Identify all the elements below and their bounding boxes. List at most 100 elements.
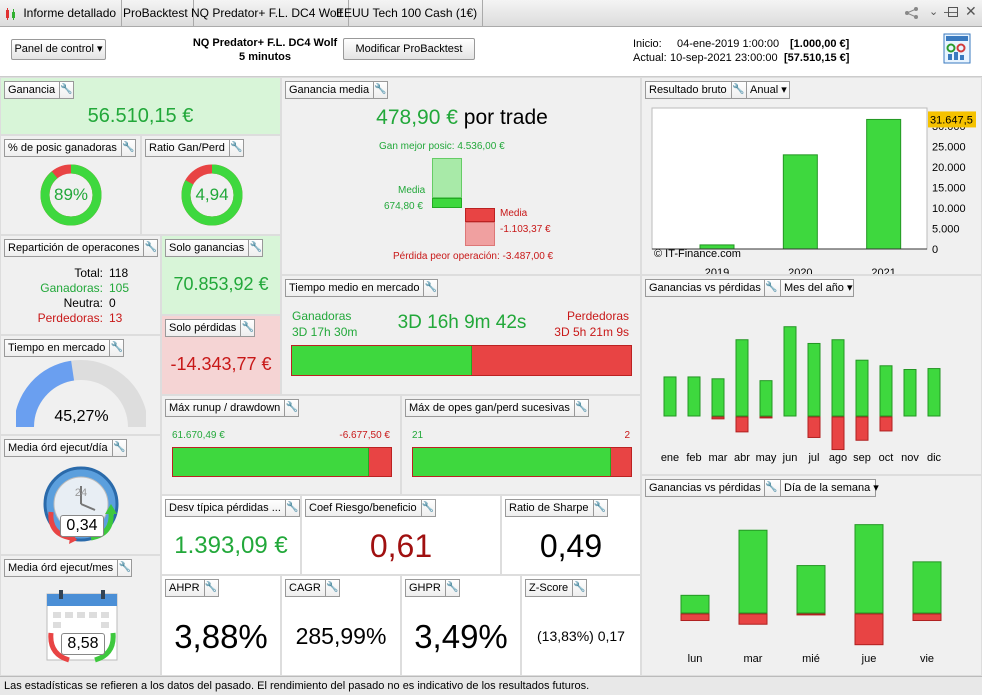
y-tick-label: 15.000 <box>932 183 966 195</box>
cagr-title[interactable]: CAGR 🔧 <box>285 579 340 597</box>
meses-dropdown[interactable]: Mes del año ▾ <box>780 280 856 296</box>
ganancia-value: 56.510,15 € <box>87 105 194 127</box>
gain-bar <box>663 376 677 417</box>
wrench-icon[interactable]: 🔧 <box>59 82 73 98</box>
win-pct-donut <box>40 164 102 226</box>
tab-instrument[interactable]: EEUU Tech 100 Cash (1€) <box>331 0 484 27</box>
wrench-icon[interactable]: 🔧 <box>120 140 135 156</box>
wrench-icon[interactable]: 🔧 <box>573 400 588 416</box>
modify-probacktest-button[interactable]: Modificar ProBacktest <box>343 38 475 60</box>
opes-bar <box>412 447 632 477</box>
pct-ganadoras-panel: % de posic ganadoras 🔧 89% <box>0 135 141 235</box>
loss-label: Perdedoras: <box>37 311 103 325</box>
meses-chart: ene feb mar abr may jun jul ago sep oct nov dic <box>661 326 942 464</box>
wrench-icon[interactable]: 🔧 <box>117 560 131 576</box>
media-mes-panel: Media órd ejecut/mes 🔧 8,58 <box>0 555 161 676</box>
wrench-icon[interactable]: 🔧 <box>420 500 435 516</box>
media-g-value: 674,80 € <box>384 201 423 212</box>
title-label: Ratio de Sharpe <box>509 502 589 514</box>
loss-bar <box>879 416 893 432</box>
loss-bar <box>831 416 845 451</box>
wrench-icon[interactable]: 🔧 <box>731 82 745 98</box>
tiempo-medio-panel: Tiempo medio en mercado 🔧 Ganadoras 3D 17… <box>281 275 641 395</box>
loss-bar <box>854 613 884 646</box>
runup-bar <box>172 447 392 477</box>
wrench-icon[interactable]: 🔧 <box>109 340 123 356</box>
wrench-icon[interactable]: 🔧 <box>228 140 243 156</box>
dropdown-label: Mes del año <box>784 282 844 294</box>
chevron-down-icon[interactable]: ⌄ <box>929 6 939 18</box>
sharpe-title[interactable]: Ratio de Sharpe 🔧 <box>505 499 608 517</box>
start-value: [1.000,00 €] <box>790 38 850 50</box>
pct-ganadoras-title[interactable]: % de posic ganadoras 🔧 <box>4 139 136 157</box>
tiempo-medio-title[interactable]: Tiempo medio en mercado 🔧 <box>285 279 439 297</box>
wrench-icon[interactable]: 🔧 <box>423 280 437 296</box>
media-mes-title[interactable]: Media órd ejecut/mes 🔧 <box>4 559 133 577</box>
title-label: Ganancias vs pérdidas <box>649 282 761 294</box>
wrench-icon[interactable]: 🔧 <box>444 580 459 596</box>
coef-title[interactable]: Coef Riesgo/beneficio 🔧 <box>305 499 436 517</box>
wrench-icon[interactable]: 🔧 <box>111 440 126 456</box>
tm-win-bar <box>292 346 472 375</box>
share-icon[interactable] <box>904 6 922 23</box>
x-tick-label: nov <box>901 452 919 464</box>
wrench-icon[interactable]: 🔧 <box>373 82 387 98</box>
tab-informe[interactable]: Informe detallado <box>0 0 123 27</box>
wrench-icon[interactable]: 🔧 <box>764 480 778 496</box>
tab-probacktest[interactable]: ProBacktest <box>118 0 194 27</box>
solo-perdidas-title[interactable]: Solo pérdidas 🔧 <box>165 319 256 337</box>
wrench-icon[interactable]: 🔧 <box>324 580 339 596</box>
wrench-icon[interactable]: 🔧 <box>572 580 586 596</box>
ghpr-title[interactable]: GHPR 🔧 <box>405 579 460 597</box>
title-label: Solo ganancias <box>169 242 245 254</box>
close-icon[interactable]: ✕ <box>965 3 977 19</box>
title-label: Resultado bruto <box>649 84 727 96</box>
wrench-icon[interactable]: 🔧 <box>764 280 778 296</box>
report-settings-icon[interactable] <box>943 33 973 68</box>
end-label: Actual: <box>633 52 667 64</box>
wrench-icon[interactable]: 🔧 <box>240 320 254 336</box>
ahpr-title[interactable]: AHPR 🔧 <box>165 579 219 597</box>
tab-strategy[interactable]: NQ Predator+ F.L. DC4 Wolf <box>186 0 349 27</box>
media-p-label: Media <box>500 208 528 219</box>
gain-bar <box>759 380 773 417</box>
media-dia-title[interactable]: Media órd ejecut/día 🔧 <box>4 439 127 457</box>
ganancia-title[interactable]: Ganancia 🔧 <box>4 81 75 99</box>
y-tick-label: 25.000 <box>932 142 966 154</box>
dias-dropdown[interactable]: Día de la semana ▾ <box>780 480 882 496</box>
solo-ganancias-title[interactable]: Solo ganancias 🔧 <box>165 239 264 257</box>
wrench-icon[interactable]: 🔧 <box>284 500 299 516</box>
tab-label: EEUU Tech 100 Cash (1€) <box>336 6 478 20</box>
wrench-icon[interactable]: 🔧 <box>284 400 298 416</box>
coef-panel: Coef Riesgo/beneficio 🔧 0,61 <box>301 495 501 575</box>
meses-title[interactable]: Ganancias vs pérdidas 🔧 Mes del año ▾ <box>645 279 854 297</box>
runup-title[interactable]: Máx runup / drawdown 🔧 <box>165 399 300 417</box>
zscore-title[interactable]: Z-Score 🔧 <box>525 579 588 597</box>
win-value: 105 <box>109 281 130 295</box>
credit-label: © IT-Finance.com <box>654 248 741 260</box>
tm-bar <box>291 345 632 376</box>
wrench-icon[interactable]: 🔧 <box>592 500 607 516</box>
title-label: Tiempo medio en mercado <box>289 282 420 294</box>
reparticion-title[interactable]: Repartición de operacones 🔧 <box>4 239 159 257</box>
gain-bar <box>735 339 749 417</box>
title-label: Máx runup / drawdown <box>169 402 281 414</box>
opes-title[interactable]: Máx de opes gan/perd sucesivas 🔧 <box>405 399 589 417</box>
tiempo-mercado-title[interactable]: Tiempo en mercado 🔧 <box>4 339 125 357</box>
dias-title[interactable]: Ganancias vs pérdidas 🔧 Día de la semana ▾ <box>645 479 879 497</box>
panel-control-label: Panel de control <box>14 43 94 55</box>
resultado-dropdown[interactable]: Anual ▾ <box>746 82 790 98</box>
wrench-icon[interactable]: 🔧 <box>203 580 218 596</box>
ganancia-media-title[interactable]: Ganancia media 🔧 <box>285 81 389 99</box>
wrench-icon[interactable]: 🔧 <box>143 240 157 256</box>
ratio-title[interactable]: Ratio Gan/Perd 🔧 <box>145 139 244 157</box>
resultado-title[interactable]: Resultado bruto 🔧 Anual ▾ <box>645 81 790 99</box>
gain-bar <box>831 339 845 417</box>
x-tick-label: oct <box>879 452 894 464</box>
desv-title[interactable]: Desv típica pérdidas ... 🔧 <box>165 499 300 517</box>
panel-control-dropdown[interactable]: Panel de control ▾ <box>11 39 106 60</box>
start-date: 04-ene-2019 1:00:00 <box>677 38 780 50</box>
maximize-icon[interactable] <box>948 7 958 17</box>
meses-panel: Ganancias vs pérdidas 🔧 Mes del año ▾ ene f… <box>641 275 982 475</box>
wrench-icon[interactable]: 🔧 <box>248 240 262 256</box>
